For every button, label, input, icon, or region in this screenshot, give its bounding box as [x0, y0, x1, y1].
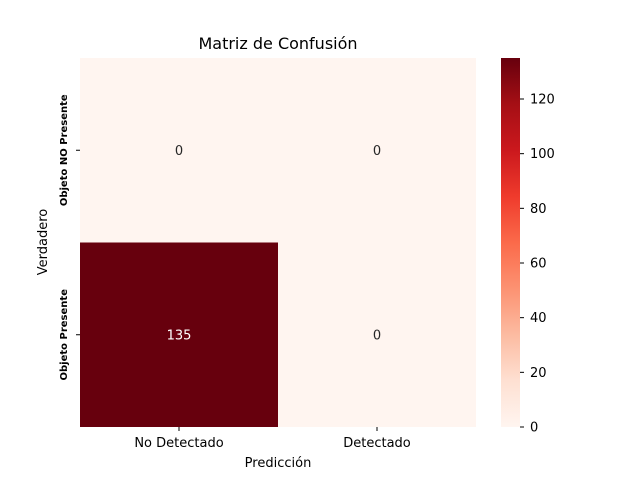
- colorbar-tick-label: 80: [530, 202, 547, 217]
- x-tick-label: Detectado: [343, 436, 411, 451]
- cell-value-label: 135: [167, 328, 192, 343]
- heatmap-cell: [278, 58, 476, 243]
- colorbar: [501, 58, 520, 427]
- y-tick-label: Objeto Presente: [59, 289, 70, 381]
- colorbar-tick-label: 120: [530, 93, 555, 108]
- heatmap-cells: [80, 58, 476, 427]
- cell-value-label: 0: [373, 144, 381, 159]
- chart-title: Matriz de Confusión: [198, 34, 357, 53]
- cell-value-label: 0: [373, 328, 381, 343]
- colorbar-tick-label: 100: [530, 147, 555, 162]
- cell-value-label: 0: [175, 144, 183, 159]
- heatmap-cell: [80, 58, 278, 243]
- x-axis-label: Predicción: [245, 456, 312, 471]
- x-tick-label: No Detectado: [134, 436, 223, 451]
- x-axis-ticks: No Detectado Detectado: [134, 427, 411, 451]
- heatmap-cell: [80, 242, 278, 427]
- colorbar-ticks: 0 20 40 60 80 100 120: [520, 93, 555, 436]
- heatmap-cell-labels: 0 0 135 0: [167, 144, 382, 344]
- colorbar-tick-label: 20: [530, 366, 547, 381]
- heatmap-cell: [278, 242, 476, 427]
- y-axis-label: Verdadero: [36, 209, 51, 276]
- y-tick-label: Objeto NO Presente: [59, 94, 70, 206]
- colorbar-tick-label: 60: [530, 257, 547, 272]
- y-axis-ticks: Objeto NO Presente Objeto Presente: [59, 94, 80, 380]
- colorbar-tick-label: 0: [530, 421, 538, 436]
- colorbar-tick-label: 40: [530, 311, 547, 326]
